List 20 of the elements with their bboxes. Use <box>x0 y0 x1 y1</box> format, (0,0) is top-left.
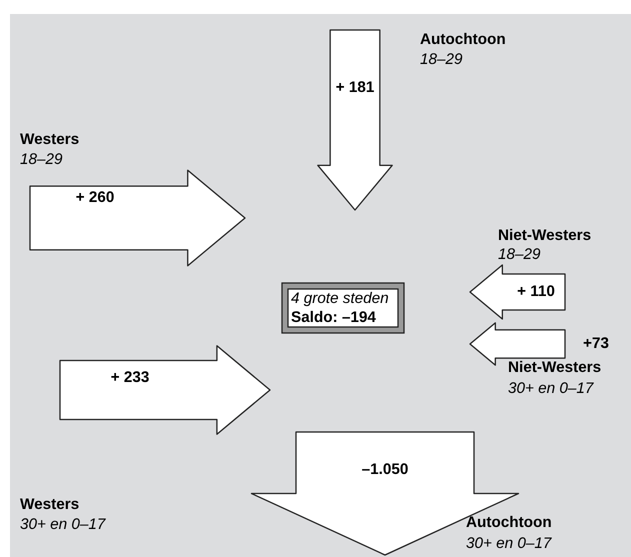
data-label: + 110 <box>518 285 554 296</box>
category-label: Niet-Westers <box>499 228 590 240</box>
category-label: Westers <box>20 133 79 144</box>
category-label: Autochtoon <box>466 516 551 528</box>
category-label: Westers <box>20 498 79 510</box>
category-label: Autochtoon <box>420 32 505 44</box>
text: 18–29 <box>498 248 540 260</box>
text: 30+ en 0–17 <box>508 382 594 394</box>
category-label: Niet-Westers <box>509 360 600 372</box>
data-label: + 181 <box>336 81 374 92</box>
data-label: + 260 <box>76 191 114 202</box>
data-label: +73 <box>584 337 608 348</box>
text: 18–29 <box>420 53 462 64</box>
text: Saldo: –194 <box>291 310 376 322</box>
text: 4 grote steden <box>291 292 388 306</box>
data-label: + 233 <box>111 371 149 382</box>
data-label: –1.050 <box>362 463 408 474</box>
text: 30+ en 0–17 <box>466 537 552 548</box>
text: 18–29 <box>20 153 62 164</box>
text: 30+ en 0–17 <box>20 518 106 530</box>
